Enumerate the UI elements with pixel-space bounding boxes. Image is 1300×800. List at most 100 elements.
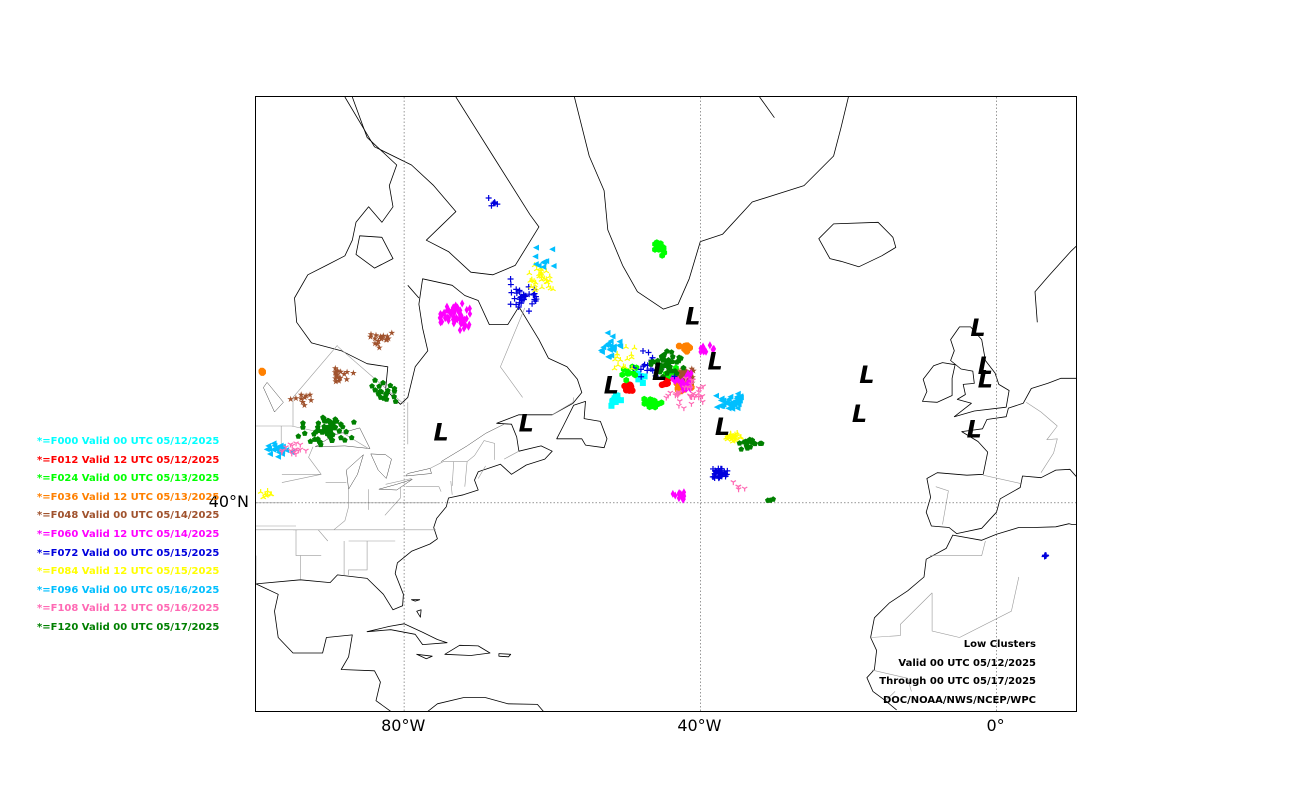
forecast-marker	[532, 282, 538, 288]
forecast-marker	[616, 338, 623, 345]
forecast-marker	[713, 392, 720, 399]
forecast-marker	[336, 374, 344, 381]
forecast-marker	[631, 344, 638, 350]
border-line	[405, 486, 442, 492]
border-line	[333, 432, 369, 449]
jamaica	[416, 653, 433, 660]
forecast-marker	[388, 329, 396, 336]
forecast-marker	[507, 275, 514, 282]
forecast-marker	[378, 335, 385, 342]
low-center-label: L	[707, 348, 722, 376]
forecast-marker	[513, 286, 520, 293]
forecast-marker	[343, 368, 351, 375]
forecast-marker	[338, 434, 344, 441]
forecast-marker	[391, 393, 397, 400]
forecast-marker	[550, 286, 556, 292]
forecast-marker	[734, 405, 741, 412]
forecast-marker	[327, 426, 334, 433]
forecast-marker	[343, 428, 350, 435]
forecast-marker	[676, 399, 683, 405]
x-tick-label: 0°	[986, 716, 1005, 735]
forecast-marker	[699, 399, 706, 405]
forecast-marker	[686, 344, 693, 352]
info-valid: Valid 00 UTC 05/12/2025	[898, 657, 1036, 669]
legend-item: *=F120 Valid 00 UTC 05/17/2025	[37, 621, 220, 633]
forecast-marker	[444, 306, 450, 315]
forecast-marker	[735, 401, 742, 408]
forecast-marker	[336, 428, 343, 434]
forecast-marker	[283, 445, 289, 451]
forecast-marker	[257, 488, 264, 494]
forecast-marker	[377, 394, 384, 400]
forecast-marker	[529, 300, 536, 307]
great-britain	[950, 326, 1010, 418]
forecast-marker	[659, 252, 665, 259]
grand-bahama	[411, 599, 421, 602]
forecast-marker	[628, 351, 635, 357]
forecast-marker	[371, 335, 379, 342]
border-line	[333, 489, 349, 531]
forecast-marker	[311, 431, 317, 437]
hispaniola	[444, 644, 491, 656]
forecast-marker	[377, 333, 384, 340]
forecast-marker	[508, 289, 515, 296]
forecast-marker	[263, 492, 269, 498]
forecast-marker	[485, 194, 492, 201]
forecast-marker	[319, 429, 326, 435]
forecast-marker	[274, 444, 281, 451]
forecast-marker	[351, 419, 357, 425]
forecast-marker	[641, 373, 648, 380]
forecast-marker	[669, 374, 675, 383]
forecast-marker	[325, 418, 332, 424]
st-lawrence	[440, 423, 505, 462]
forecast-marker	[375, 337, 382, 344]
forecast-marker	[293, 441, 299, 447]
forecast-marker	[647, 366, 654, 373]
forecast-marker	[682, 376, 689, 382]
forecast-marker	[320, 415, 327, 421]
forecast-marker	[533, 296, 540, 303]
forecast-marker	[690, 367, 697, 374]
forecast-marker	[727, 393, 734, 400]
forecast-marker	[274, 453, 281, 460]
forecast-marker	[380, 332, 387, 339]
forecast-marker	[664, 370, 670, 376]
legend-item: *=F024 Valid 00 UTC 05/13/2025	[37, 473, 220, 485]
forecast-marker	[295, 448, 302, 454]
forecast-marker	[384, 390, 390, 396]
forecast-marker	[623, 343, 629, 349]
forecast-marker	[367, 333, 374, 340]
legend-item: *=F012 Valid 12 UTC 05/12/2025	[37, 454, 220, 466]
forecast-marker	[614, 350, 621, 356]
forecast-marker	[459, 299, 465, 308]
forecast-marker	[528, 283, 535, 289]
forecast-marker	[683, 368, 690, 375]
forecast-marker	[369, 383, 375, 389]
forecast-marker	[300, 420, 306, 426]
border-line	[1040, 425, 1058, 473]
forecast-marker	[669, 353, 676, 360]
forecast-marker	[457, 326, 463, 335]
border-line	[552, 397, 574, 416]
forecast-marker	[376, 344, 383, 351]
forecast-marker	[657, 368, 663, 375]
forecast-marker	[376, 383, 382, 389]
forecast-marker	[463, 321, 468, 330]
forecast-marker	[449, 307, 454, 316]
forecast-markers	[257, 194, 1050, 560]
forecast-marker	[622, 364, 629, 370]
forecast-marker	[681, 375, 688, 383]
forecast-marker	[526, 270, 533, 276]
forecast-marker	[735, 484, 742, 490]
forecast-marker	[528, 277, 535, 283]
forecast-marker	[439, 311, 445, 320]
forecast-marker	[439, 317, 445, 326]
forecast-marker	[266, 450, 273, 457]
info-source: DOC/NOAA/NWS/NCEP/WPC	[883, 694, 1036, 706]
border-line	[935, 486, 949, 525]
forecast-marker	[736, 440, 743, 446]
forecast-marker	[649, 402, 655, 410]
forecast-marker	[258, 367, 266, 375]
forecast-marker	[1041, 552, 1048, 559]
baffin-island	[344, 97, 540, 276]
